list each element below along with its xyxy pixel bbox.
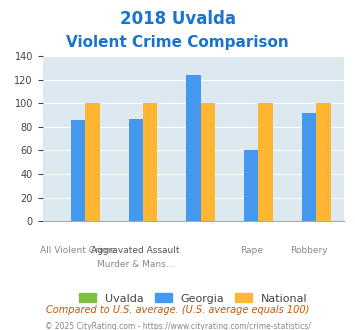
Text: © 2025 CityRating.com - https://www.cityrating.com/crime-statistics/: © 2025 CityRating.com - https://www.city… (45, 322, 310, 330)
Bar (85, 103, 100, 221)
Bar (129, 118, 143, 221)
Text: Rape: Rape (240, 246, 263, 255)
Text: Robbery: Robbery (290, 246, 328, 255)
Text: Compared to U.S. average. (U.S. average equals 100): Compared to U.S. average. (U.S. average … (46, 305, 309, 315)
Bar (316, 103, 331, 221)
Bar (302, 113, 316, 221)
Bar (258, 103, 273, 221)
Legend: Uvalda, Georgia, National: Uvalda, Georgia, National (75, 289, 312, 308)
Text: All Violent Crime: All Violent Crime (40, 246, 116, 255)
Bar (244, 150, 258, 221)
Bar (186, 75, 201, 221)
Bar (201, 103, 215, 221)
Text: Violent Crime Comparison: Violent Crime Comparison (66, 35, 289, 50)
Text: 2018 Uvalda: 2018 Uvalda (120, 10, 235, 28)
Bar (143, 103, 157, 221)
Bar (71, 120, 85, 221)
Text: Aggravated Assault: Aggravated Assault (92, 246, 180, 255)
Text: Murder & Mans...: Murder & Mans... (97, 260, 174, 269)
